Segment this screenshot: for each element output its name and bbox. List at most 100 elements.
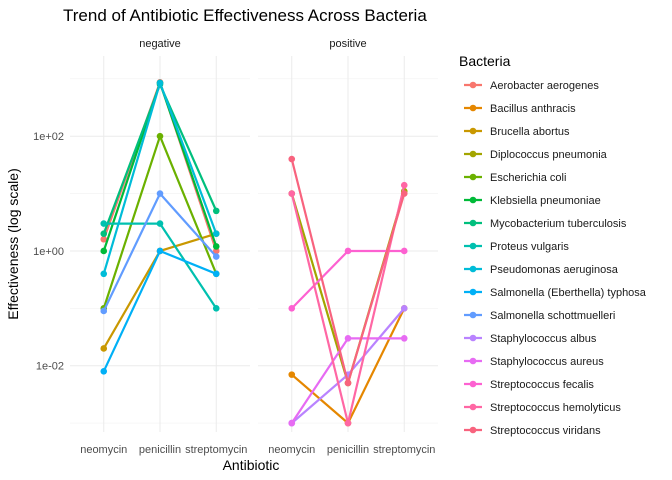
legend-key-point [469,196,477,204]
legend-label: Mycobacterium tuberculosis [490,218,627,230]
legend-key-point [469,403,477,411]
data-point [156,132,164,140]
data-point [288,419,296,427]
legend-label: Proteus vulgaris [490,241,569,253]
series-salmonella-schottmuelleri [100,190,220,315]
series-streptococcus-fecalis [288,247,408,312]
legend-label: Salmonella (Eberthella) typhosa [490,287,647,299]
legend-item: Escherichia coli [464,172,566,184]
series-staphylococcus-aureus [288,335,408,427]
legend-item: Streptococcus hemolyticus [464,402,621,414]
y-tick-label: 1e+02 [33,131,64,143]
legend-item: Klebsiella pneumoniae [464,195,601,207]
legend-label: Streptococcus fecalis [490,379,594,391]
data-point [212,253,220,260]
legend-label: Aerobacter aerogenes [490,80,599,92]
data-point [156,190,164,197]
data-point [100,367,108,375]
series-streptococcus-viridans [288,155,408,387]
legend-key-point [469,288,477,296]
data-point [100,230,108,237]
legend-key-point [469,219,477,227]
legend-item: Salmonella (Eberthella) typhosa [464,287,647,299]
legend-key-point [469,104,477,112]
legend-item: Staphylococcus albus [464,333,597,345]
legend-item: Streptococcus fecalis [464,379,594,391]
x-tick-label-streptomycin: streptomycin [185,444,247,456]
legend-label: Klebsiella pneumoniae [490,195,601,207]
data-point [212,247,220,255]
data-point [212,305,220,312]
data-point [344,247,352,255]
legend-title: Bacteria [459,53,511,69]
x-tick-label-neomycin: neomycin [268,444,315,456]
legend-label: Salmonella schottmuelleri [490,310,615,322]
data-point [212,243,220,250]
x-tick-label-penicillin: penicillin [139,444,181,456]
legend-item: Aerobacter aerogenes [464,80,599,92]
data-point [212,270,220,278]
x-tick-label-neomycin: neomycin [80,444,127,456]
legend-key-point [469,357,477,365]
data-point [344,335,352,342]
facet-label-negative: negative [139,38,181,50]
legend-label: Staphylococcus aureus [490,356,604,368]
data-point [100,345,108,352]
legend-label: Pseudomonas aeruginosa [490,264,619,276]
data-point [400,335,408,342]
data-point [400,247,408,255]
data-point [288,371,296,378]
legend-key-point [469,150,477,158]
x-tick-label-penicillin: penicillin [327,444,369,456]
data-point [344,419,352,427]
series-pseudomonas-aeruginosa [100,79,220,278]
legend-key-point [469,242,477,250]
legend-key-point [469,173,477,181]
data-point [344,379,352,387]
series-salmonella-eberthella-typhosa [100,247,220,375]
y-tick-label: 1e-02 [36,361,64,373]
data-point [288,190,296,197]
legend-item: Pseudomonas aeruginosa [464,264,619,276]
legend-key-point [469,311,477,319]
legend-label: Escherichia coli [490,172,566,184]
legend-item: Salmonella schottmuelleri [464,310,615,322]
data-point [400,305,408,312]
legend-item: Streptococcus viridans [464,425,601,437]
data-point [400,190,408,197]
data-point [288,305,296,312]
data-point [100,270,108,278]
legend-key-point [469,380,477,388]
data-point [212,230,220,237]
legend-key-point [469,127,477,135]
data-point [100,235,108,243]
data-point [156,220,164,227]
data-point [100,247,108,255]
data-point [156,79,164,87]
data-point [156,247,164,255]
y-axis-title: Effectiveness (log scale) [5,168,21,319]
y-tick-label: 1e+00 [33,246,64,258]
legend-key-point [469,265,477,273]
series-proteus-vulgaris [100,220,220,312]
legend-item: Mycobacterium tuberculosis [464,218,627,230]
legend-key-point [469,334,477,342]
chart-title: Trend of Antibiotic Effectiveness Across… [63,6,427,25]
legend-item: Staphylococcus aureus [464,356,604,368]
data-point [288,155,296,163]
data-point [212,207,220,215]
x-axis-title: Antibiotic [223,457,280,473]
data-point [100,220,108,227]
legend-item: Bacillus anthracis [464,103,576,115]
legend-label: Diplococcus pneumonia [490,149,608,161]
legend-key-point [469,426,477,434]
legend-label: Staphylococcus albus [490,333,597,345]
x-tick-label-streptomycin: streptomycin [373,444,435,456]
legend-label: Streptococcus hemolyticus [490,402,621,414]
legend-label: Bacillus anthracis [490,103,576,115]
data-point [400,181,408,189]
legend-item: Proteus vulgaris [464,241,569,253]
legend-item: Diplococcus pneumonia [464,149,608,161]
legend-label: Streptococcus viridans [490,425,601,437]
